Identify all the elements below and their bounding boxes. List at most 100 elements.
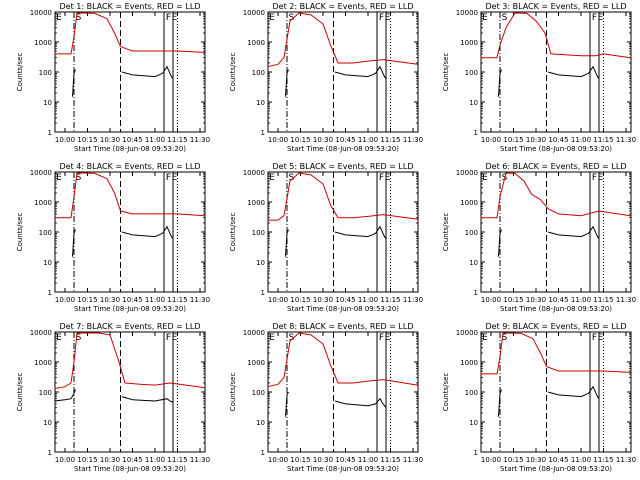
x-axis-label: Start Time (08-Jun-08 09:53:20) — [74, 465, 186, 473]
marker-label: F — [379, 333, 384, 343]
plot-frame — [54, 331, 206, 453]
x-tick-label: 10:00 — [55, 136, 75, 144]
chart-title: Det 8: BLACK = Events, RED = LLD — [273, 322, 414, 331]
marker-label: E — [482, 13, 488, 23]
y-axis-label: Counts/sec — [442, 53, 450, 92]
plot-frame — [54, 171, 206, 293]
x-tick-label: 11:00 — [571, 136, 591, 144]
x-tick-label: 10:15 — [77, 296, 97, 304]
y-tick-label: 100 — [39, 229, 52, 237]
marker-label: E — [598, 13, 604, 23]
x-tick-label: 11:00 — [358, 136, 378, 144]
marker-label: E — [385, 173, 391, 183]
y-tick-label: 1000 — [460, 39, 478, 47]
marker-label: E — [172, 333, 178, 343]
x-tick-label: 11:30 — [403, 136, 423, 144]
x-tick-label: 10:45 — [548, 136, 568, 144]
chart-title: Det 9: BLACK = Events, RED = LLD — [486, 322, 627, 331]
chart-panel-3: Det 3: BLACK = Events, RED = LLD 1 10 100 10… — [442, 2, 636, 153]
marker-label: S — [289, 13, 295, 23]
x-tick-label: 10:15 — [503, 456, 523, 464]
chart-title: Det 5: BLACK = Events, RED = LLD — [273, 162, 414, 171]
plot-frame — [480, 331, 632, 453]
y-axis-label: Counts/sec — [442, 213, 450, 252]
x-tick-label: 10:30 — [313, 136, 333, 144]
y-axis-label: Counts/sec — [229, 53, 237, 92]
x-tick-label: 11:00 — [358, 456, 378, 464]
y-tick-label: 100 — [39, 389, 52, 397]
y-tick-label: 1 — [261, 289, 265, 297]
x-tick-label: 11:30 — [616, 456, 636, 464]
x-tick-label: 10:30 — [100, 136, 120, 144]
x-tick-label: 10:45 — [122, 136, 142, 144]
x-axis-label: Start Time (08-Jun-08 09:53:20) — [500, 465, 612, 473]
y-tick-label: 10000 — [243, 329, 265, 337]
y-axis-label: Counts/sec — [229, 213, 237, 252]
x-tick-label: 11:30 — [616, 136, 636, 144]
marker-label: E — [269, 13, 275, 23]
x-tick-label: 11:30 — [403, 296, 423, 304]
marker-label: E — [269, 333, 275, 343]
series-events — [498, 385, 600, 417]
y-tick-label: 100 — [465, 389, 478, 397]
y-tick-label: 1000 — [247, 359, 265, 367]
x-tick-label: 11:30 — [403, 456, 423, 464]
plot-frame — [267, 171, 419, 293]
chart-panel-7: Det 7: BLACK = Events, RED = LLD 1 10 100 10… — [16, 322, 210, 473]
chart-panel-9: Det 9: BLACK = Events, RED = LLD 1 10 100 10… — [442, 322, 636, 473]
series-lld — [480, 332, 631, 375]
y-tick-label: 100 — [39, 69, 52, 77]
x-tick-label: 10:45 — [335, 136, 355, 144]
x-tick-label: 10:00 — [55, 456, 75, 464]
series-events — [72, 225, 174, 257]
x-tick-label: 10:45 — [122, 456, 142, 464]
y-tick-label: 10 — [256, 99, 265, 107]
y-axis-label: Counts/sec — [16, 213, 24, 252]
x-tick-label: 10:45 — [122, 296, 142, 304]
chart-panel-2: Det 2: BLACK = Events, RED = LLD 1 10 100 10… — [229, 2, 423, 153]
x-axis-label: Start Time (08-Jun-08 09:53:20) — [74, 145, 186, 153]
marker-label: F — [592, 333, 597, 343]
marker-label: S — [289, 333, 295, 343]
x-tick-label: 10:00 — [481, 296, 501, 304]
marker-label: E — [385, 13, 391, 23]
x-tick-label: 11:00 — [145, 136, 165, 144]
x-tick-label: 10:15 — [290, 136, 310, 144]
x-tick-label: 11:15 — [593, 296, 613, 304]
y-axis-label: Counts/sec — [442, 373, 450, 412]
x-tick-label: 10:00 — [268, 136, 288, 144]
marker-label: E — [56, 13, 62, 23]
marker-label: S — [76, 13, 82, 23]
chart-panel-5: Det 5: BLACK = Events, RED = LLD 1 10 100 10… — [229, 162, 423, 313]
y-tick-label: 10000 — [243, 169, 265, 177]
y-tick-label: 1000 — [460, 199, 478, 207]
y-tick-label: 100 — [252, 69, 265, 77]
y-tick-label: 1 — [474, 129, 478, 137]
y-tick-label: 1000 — [34, 359, 52, 367]
marker-label: E — [172, 173, 178, 183]
x-axis-label: Start Time (08-Jun-08 09:53:20) — [287, 145, 399, 153]
x-tick-label: 11:00 — [571, 456, 591, 464]
marker-label: E — [269, 173, 275, 183]
marker-label: E — [598, 173, 604, 183]
chart-panel-1: Det 1: BLACK = Events, RED = LLD 1 10 100 10… — [16, 2, 210, 153]
x-tick-label: 10:45 — [548, 296, 568, 304]
marker-label: E — [385, 333, 391, 343]
chart-panel-6: Det 6: BLACK = Events, RED = LLD 1 10 100 10… — [442, 162, 636, 313]
x-tick-label: 11:30 — [190, 296, 210, 304]
x-tick-label: 10:45 — [335, 456, 355, 464]
y-tick-label: 1 — [261, 449, 265, 457]
y-tick-label: 1 — [48, 289, 52, 297]
x-axis-label: Start Time (08-Jun-08 09:53:20) — [500, 305, 612, 313]
y-axis-label: Counts/sec — [229, 373, 237, 412]
marker-label: S — [76, 333, 82, 343]
chart-title: Det 7: BLACK = Events, RED = LLD — [60, 322, 201, 331]
chart-panel-8: Det 8: BLACK = Events, RED = LLD 1 10 100 10… — [229, 322, 423, 473]
marker-label: E — [598, 333, 604, 343]
y-tick-label: 10 — [469, 99, 478, 107]
x-axis-label: Start Time (08-Jun-08 09:53:20) — [74, 305, 186, 313]
marker-label: F — [379, 173, 384, 183]
series-lld — [267, 172, 418, 221]
y-tick-label: 1000 — [34, 199, 52, 207]
